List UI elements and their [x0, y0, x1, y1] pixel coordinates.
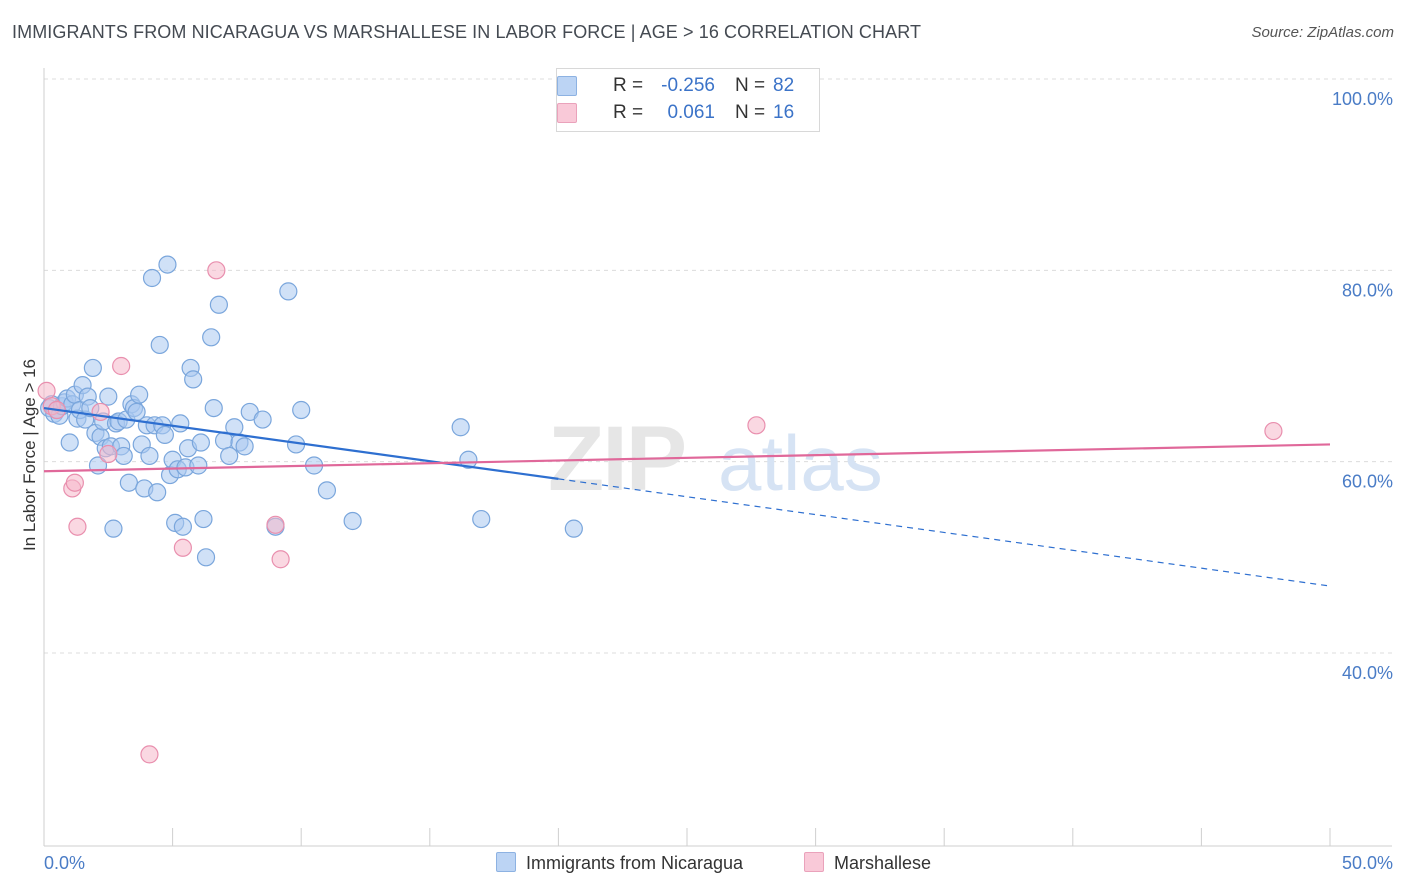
point-nicaragua — [158, 255, 177, 274]
point-nicaragua — [148, 483, 167, 502]
point-nicaragua — [459, 450, 478, 469]
point-nicaragua — [564, 519, 583, 538]
point-nicaragua — [220, 446, 239, 466]
legend-swatch-pink — [557, 103, 577, 123]
bottom-legend-nicaragua: Immigrants from Nicaragua — [496, 852, 743, 874]
trend-lines — [43, 407, 1331, 587]
trend-nicaragua-dashed — [558, 478, 1331, 587]
y-tick-label-60: 60.0% — [1342, 472, 1393, 492]
point-nicaragua — [253, 410, 272, 429]
point-marshallese — [266, 515, 285, 534]
x-tick-label-max: 50.0% — [1342, 853, 1393, 873]
point-nicaragua — [194, 509, 213, 529]
grid-lines — [44, 78, 1392, 654]
legend-r-value: -0.256 — [661, 75, 715, 96]
point-nicaragua — [209, 295, 228, 314]
point-nicaragua — [343, 511, 362, 531]
point-marshallese — [68, 517, 87, 536]
y-tick-label-40: 40.0% — [1342, 663, 1393, 683]
point-marshallese — [173, 538, 192, 557]
series-marshallese-points — [37, 261, 1283, 764]
point-nicaragua — [196, 548, 216, 567]
watermark-atlas: atlas — [718, 419, 883, 507]
point-nicaragua — [204, 398, 223, 418]
point-nicaragua — [202, 328, 221, 347]
y-axis-label: In Labor Force | Age > 16 — [20, 359, 39, 551]
trend-marshallese — [43, 443, 1331, 473]
point-nicaragua — [472, 509, 491, 529]
point-nicaragua — [150, 335, 169, 355]
point-nicaragua — [83, 358, 102, 378]
bottom-legend-swatch-pink — [804, 852, 824, 872]
point-nicaragua — [171, 414, 190, 433]
x-tick-label-min: 0.0% — [44, 853, 85, 873]
chart-title: IMMIGRANTS FROM NICARAGUA VS MARSHALLESE… — [12, 22, 922, 42]
point-nicaragua — [279, 282, 298, 301]
point-marshallese — [747, 416, 766, 435]
point-marshallese — [271, 550, 290, 569]
point-nicaragua — [119, 473, 138, 492]
point-nicaragua — [114, 446, 133, 466]
point-nicaragua — [189, 456, 208, 475]
point-nicaragua — [191, 433, 210, 452]
point-nicaragua — [99, 387, 118, 406]
point-marshallese — [112, 356, 131, 376]
point-nicaragua — [317, 481, 337, 500]
bottom-legend-label: Marshallese — [834, 853, 932, 873]
point-nicaragua — [173, 517, 192, 536]
bottom-legend-label: Immigrants from Nicaragua — [526, 853, 744, 873]
point-marshallese — [91, 402, 110, 422]
trend-nicaragua-solid — [43, 407, 559, 480]
point-nicaragua — [184, 370, 203, 389]
legend-r-value: 0.061 — [667, 102, 715, 123]
legend-swatch-blue — [557, 76, 577, 96]
point-marshallese — [65, 473, 84, 492]
point-nicaragua — [451, 418, 470, 437]
point-marshallese — [99, 444, 118, 464]
correlation-legend: R = -0.256 N = 82 R = 0.061 N = 16 — [556, 68, 820, 132]
series-nicaragua-points — [40, 255, 583, 567]
legend-n-label: N = — [735, 75, 766, 96]
axes — [43, 68, 1392, 847]
point-nicaragua — [292, 400, 311, 420]
legend-n-value: 16 — [773, 102, 795, 123]
point-marshallese — [1264, 421, 1283, 441]
point-nicaragua — [104, 519, 123, 538]
point-marshallese — [207, 261, 226, 280]
source-credit: Source: ZipAtlas.com — [1251, 24, 1394, 41]
point-nicaragua — [130, 385, 149, 404]
legend-r-label: R = — [613, 102, 644, 123]
point-marshallese — [140, 745, 159, 764]
point-nicaragua — [155, 425, 174, 444]
point-nicaragua — [142, 268, 162, 288]
bottom-legend-marshallese: Marshallese — [804, 852, 931, 874]
y-tick-label-100: 100.0% — [1332, 89, 1393, 109]
legend-r-label: R = — [613, 75, 644, 96]
legend-n-value: 82 — [773, 75, 795, 96]
legend-n-label: N = — [735, 102, 766, 123]
point-nicaragua — [60, 433, 79, 452]
y-tick-label-80: 80.0% — [1342, 280, 1393, 300]
point-marshallese — [37, 381, 56, 400]
point-nicaragua — [235, 437, 254, 456]
point-nicaragua — [140, 446, 159, 466]
tick-labels: 40.0% 60.0% 80.0% 100.0% 0.0% 50.0% In Labor F… — [20, 89, 1393, 873]
bottom-legend-swatch-blue — [496, 852, 516, 872]
